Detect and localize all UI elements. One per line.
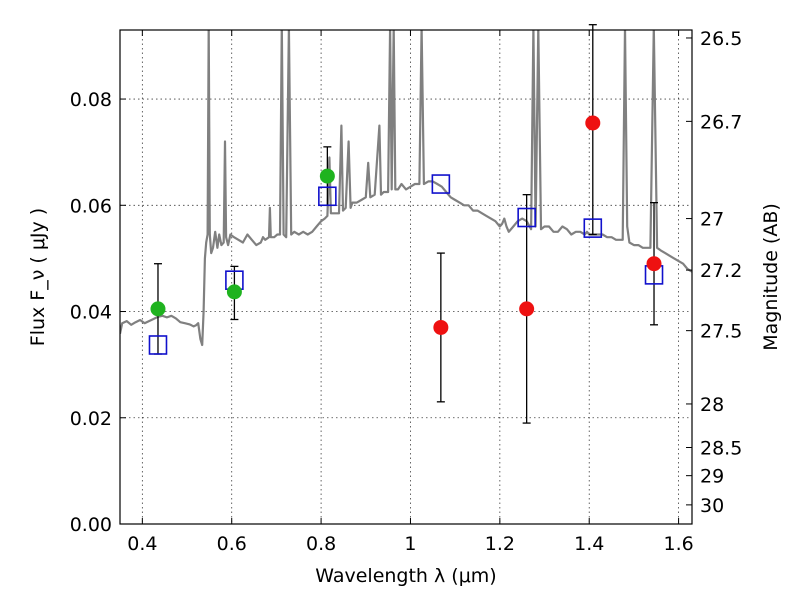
right-tick-label: 30 (700, 495, 724, 517)
detection-point (319, 168, 335, 184)
measured-point (585, 115, 601, 131)
x-tick-label: 1 (404, 533, 416, 555)
y-tick-label: 0.04 (70, 302, 112, 324)
detection-point (150, 301, 166, 317)
right-tick-label: 27.2 (700, 260, 742, 282)
model-photometry-square (431, 174, 451, 194)
right-tick-label: 26.5 (700, 28, 742, 50)
right-tick-label: 28.5 (700, 438, 742, 460)
plot-data (120, 24, 692, 424)
x-tick-label: 0.4 (127, 533, 157, 555)
plot-frame (119, 29, 693, 525)
x-tick-label: 1.4 (574, 533, 604, 555)
x-tick-label: 1.6 (663, 533, 693, 555)
right-tick-label: 28 (700, 394, 724, 416)
y-tick-label: 0.08 (70, 89, 112, 111)
measured-point (433, 319, 449, 335)
measured-point (519, 301, 535, 317)
x-tick-label: 1.2 (485, 533, 515, 555)
right-tick-label: 27.5 (700, 321, 742, 343)
x-tick-label: 0.8 (306, 533, 336, 555)
right-axis-label: Magnitude (AB) (760, 203, 782, 351)
y-axis-label: Flux F_ν ( μJy ) (27, 208, 49, 346)
grid (120, 30, 692, 524)
model-photometry-square (583, 218, 603, 238)
y-tick-label: 0.00 (70, 514, 112, 536)
detection-point (226, 284, 242, 300)
right-tick-label: 26.7 (700, 111, 742, 133)
y-tick-label: 0.02 (70, 408, 112, 430)
x-axis-label: Wavelength λ (μm) (315, 565, 496, 587)
right-tick-label: 29 (700, 466, 724, 488)
model-photometry-square (148, 335, 168, 355)
right-tick-label: 27 (700, 209, 724, 231)
model-photometry-square (318, 186, 337, 207)
ticks: 0.4 0.6 0.8 1 1.2 1.4 1.6 0.00 0.02 0.04 0.06 0.08 2… (70, 28, 743, 555)
y-tick-label: 0.06 (70, 195, 112, 217)
x-tick-label: 0.6 (217, 533, 247, 555)
model-photometry-square (517, 207, 536, 228)
measured-point (646, 256, 662, 272)
